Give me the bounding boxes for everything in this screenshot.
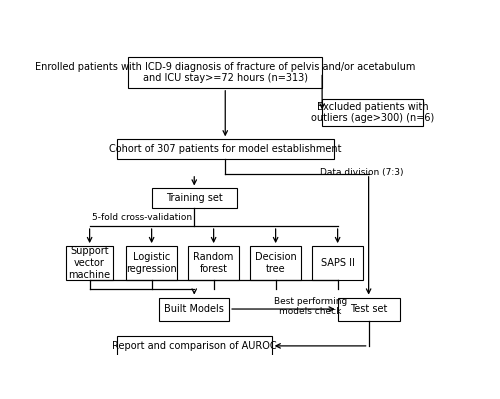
Text: Training set: Training set <box>166 194 222 203</box>
Text: Decision
tree: Decision tree <box>255 252 296 274</box>
FancyBboxPatch shape <box>338 298 400 320</box>
FancyBboxPatch shape <box>66 246 113 280</box>
Text: 5-fold cross-validation: 5-fold cross-validation <box>92 213 192 222</box>
FancyBboxPatch shape <box>152 188 237 208</box>
FancyBboxPatch shape <box>117 336 272 356</box>
FancyBboxPatch shape <box>188 246 239 280</box>
Text: Data division (7:3): Data division (7:3) <box>320 168 404 177</box>
Text: Built Models: Built Models <box>164 304 224 314</box>
Text: Best performing
models check: Best performing models check <box>274 297 347 316</box>
FancyBboxPatch shape <box>250 246 301 280</box>
Text: Random
forest: Random forest <box>194 252 234 274</box>
FancyBboxPatch shape <box>116 139 334 159</box>
FancyBboxPatch shape <box>160 298 229 320</box>
FancyBboxPatch shape <box>312 246 363 280</box>
FancyBboxPatch shape <box>128 57 322 88</box>
FancyBboxPatch shape <box>126 246 177 280</box>
Text: Test set: Test set <box>350 304 388 314</box>
Text: Cohort of 307 patients for model establishment: Cohort of 307 patients for model establi… <box>109 144 342 154</box>
Text: Report and comparison of AUROC: Report and comparison of AUROC <box>112 341 276 351</box>
Text: Enrolled patients with ICD-9 diagnosis of fracture of pelvis and/or acetabulum
a: Enrolled patients with ICD-9 diagnosis o… <box>35 62 415 83</box>
Text: Excluded patients with
outliers (age>300) (n=6): Excluded patients with outliers (age>300… <box>311 102 434 123</box>
Text: Logistic
regression: Logistic regression <box>126 252 177 274</box>
Text: SAPS II: SAPS II <box>320 258 354 268</box>
Text: Support
vector
machine: Support vector machine <box>68 246 110 280</box>
FancyBboxPatch shape <box>322 99 423 126</box>
